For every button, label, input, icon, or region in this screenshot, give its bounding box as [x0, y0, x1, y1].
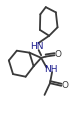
- Text: O: O: [61, 81, 68, 90]
- Text: HN: HN: [30, 42, 43, 51]
- Text: NH: NH: [44, 65, 57, 74]
- Text: O: O: [54, 50, 61, 59]
